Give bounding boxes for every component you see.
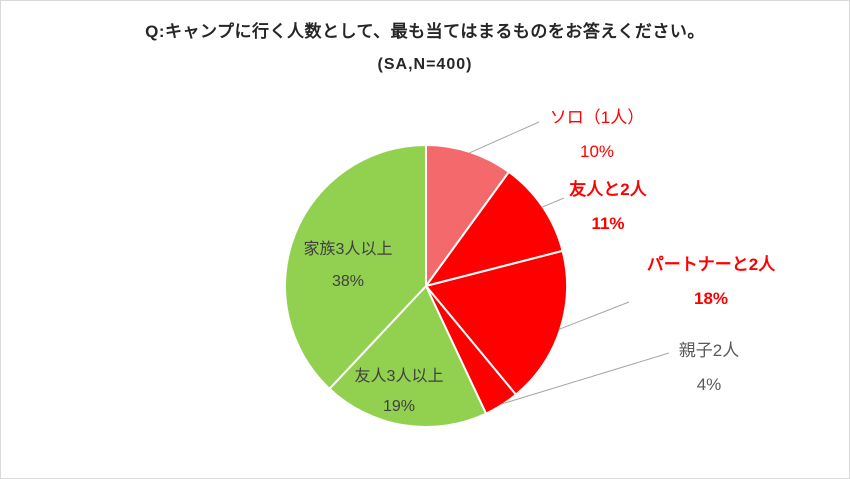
slice-label: パートナーと2人	[646, 255, 776, 274]
leader-line-3	[500, 352, 670, 405]
pie-label-partner-pair: パートナーと2人 18%	[621, 248, 801, 316]
chart-subtitle: (SA,N=400)	[377, 56, 473, 73]
slice-label: 友人と2人	[569, 180, 647, 199]
slice-label: 友人3人以上	[354, 368, 444, 385]
slice-label: 親子2人	[678, 341, 740, 360]
leader-line-1	[541, 197, 565, 208]
pie-label-parent-child: 親子2人 4%	[629, 334, 789, 402]
pie-label-family-group: 家族3人以上 38%	[268, 234, 428, 298]
chart-title: Q:キャンプに行く人数として、最も当てはまるものをお答えください。	[145, 22, 705, 41]
pie-slice-4	[328, 284, 488, 428]
slice-percent: 10%	[579, 142, 615, 161]
slice-label: ソロ（1人）	[549, 108, 645, 127]
leader-line-0	[469, 121, 540, 154]
slice-percent: 11%	[591, 214, 625, 233]
pie-label-friend-pair: 友人と2人 11%	[528, 173, 688, 241]
pie-slice-5	[284, 143, 427, 391]
slice-percent: 19%	[382, 398, 416, 415]
slice-label: 家族3人以上	[303, 241, 393, 258]
pie-slice-2	[424, 249, 569, 397]
slice-percent: 18%	[693, 289, 729, 308]
pie-label-friend-group: 友人3人以上 19%	[319, 362, 479, 422]
slice-percent: 38%	[331, 273, 365, 290]
slice-percent: 4%	[696, 375, 722, 394]
leader-line-2	[558, 301, 630, 330]
pie-label-solo: ソロ（1人） 10%	[517, 101, 677, 169]
pie-slice-0	[425, 143, 511, 290]
